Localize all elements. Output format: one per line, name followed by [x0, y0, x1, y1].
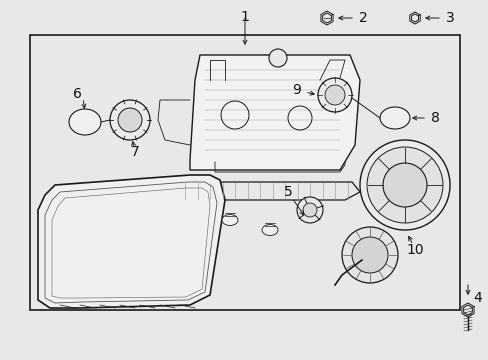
Ellipse shape: [222, 215, 238, 225]
Text: 10: 10: [406, 243, 423, 257]
Circle shape: [341, 227, 397, 283]
Text: 5: 5: [283, 185, 292, 199]
Text: 9: 9: [292, 83, 301, 97]
Ellipse shape: [69, 109, 101, 135]
Text: 3: 3: [445, 11, 454, 25]
Text: 4: 4: [473, 291, 481, 305]
Circle shape: [268, 49, 286, 67]
Text: 8: 8: [430, 111, 439, 125]
Ellipse shape: [379, 107, 409, 129]
Text: 1: 1: [240, 10, 249, 24]
Circle shape: [317, 78, 351, 112]
Circle shape: [359, 140, 449, 230]
Polygon shape: [190, 55, 359, 170]
Circle shape: [382, 163, 426, 207]
Circle shape: [325, 85, 345, 105]
Text: 6: 6: [72, 87, 81, 101]
Text: 2: 2: [358, 11, 367, 25]
Circle shape: [303, 203, 316, 217]
Bar: [30, 35, 459, 310]
Polygon shape: [38, 175, 224, 308]
Circle shape: [351, 237, 387, 273]
Ellipse shape: [262, 225, 278, 235]
Polygon shape: [178, 182, 359, 200]
Circle shape: [296, 197, 323, 223]
Circle shape: [366, 147, 442, 223]
Circle shape: [118, 108, 142, 132]
Text: 7: 7: [130, 145, 139, 159]
Circle shape: [110, 100, 150, 140]
